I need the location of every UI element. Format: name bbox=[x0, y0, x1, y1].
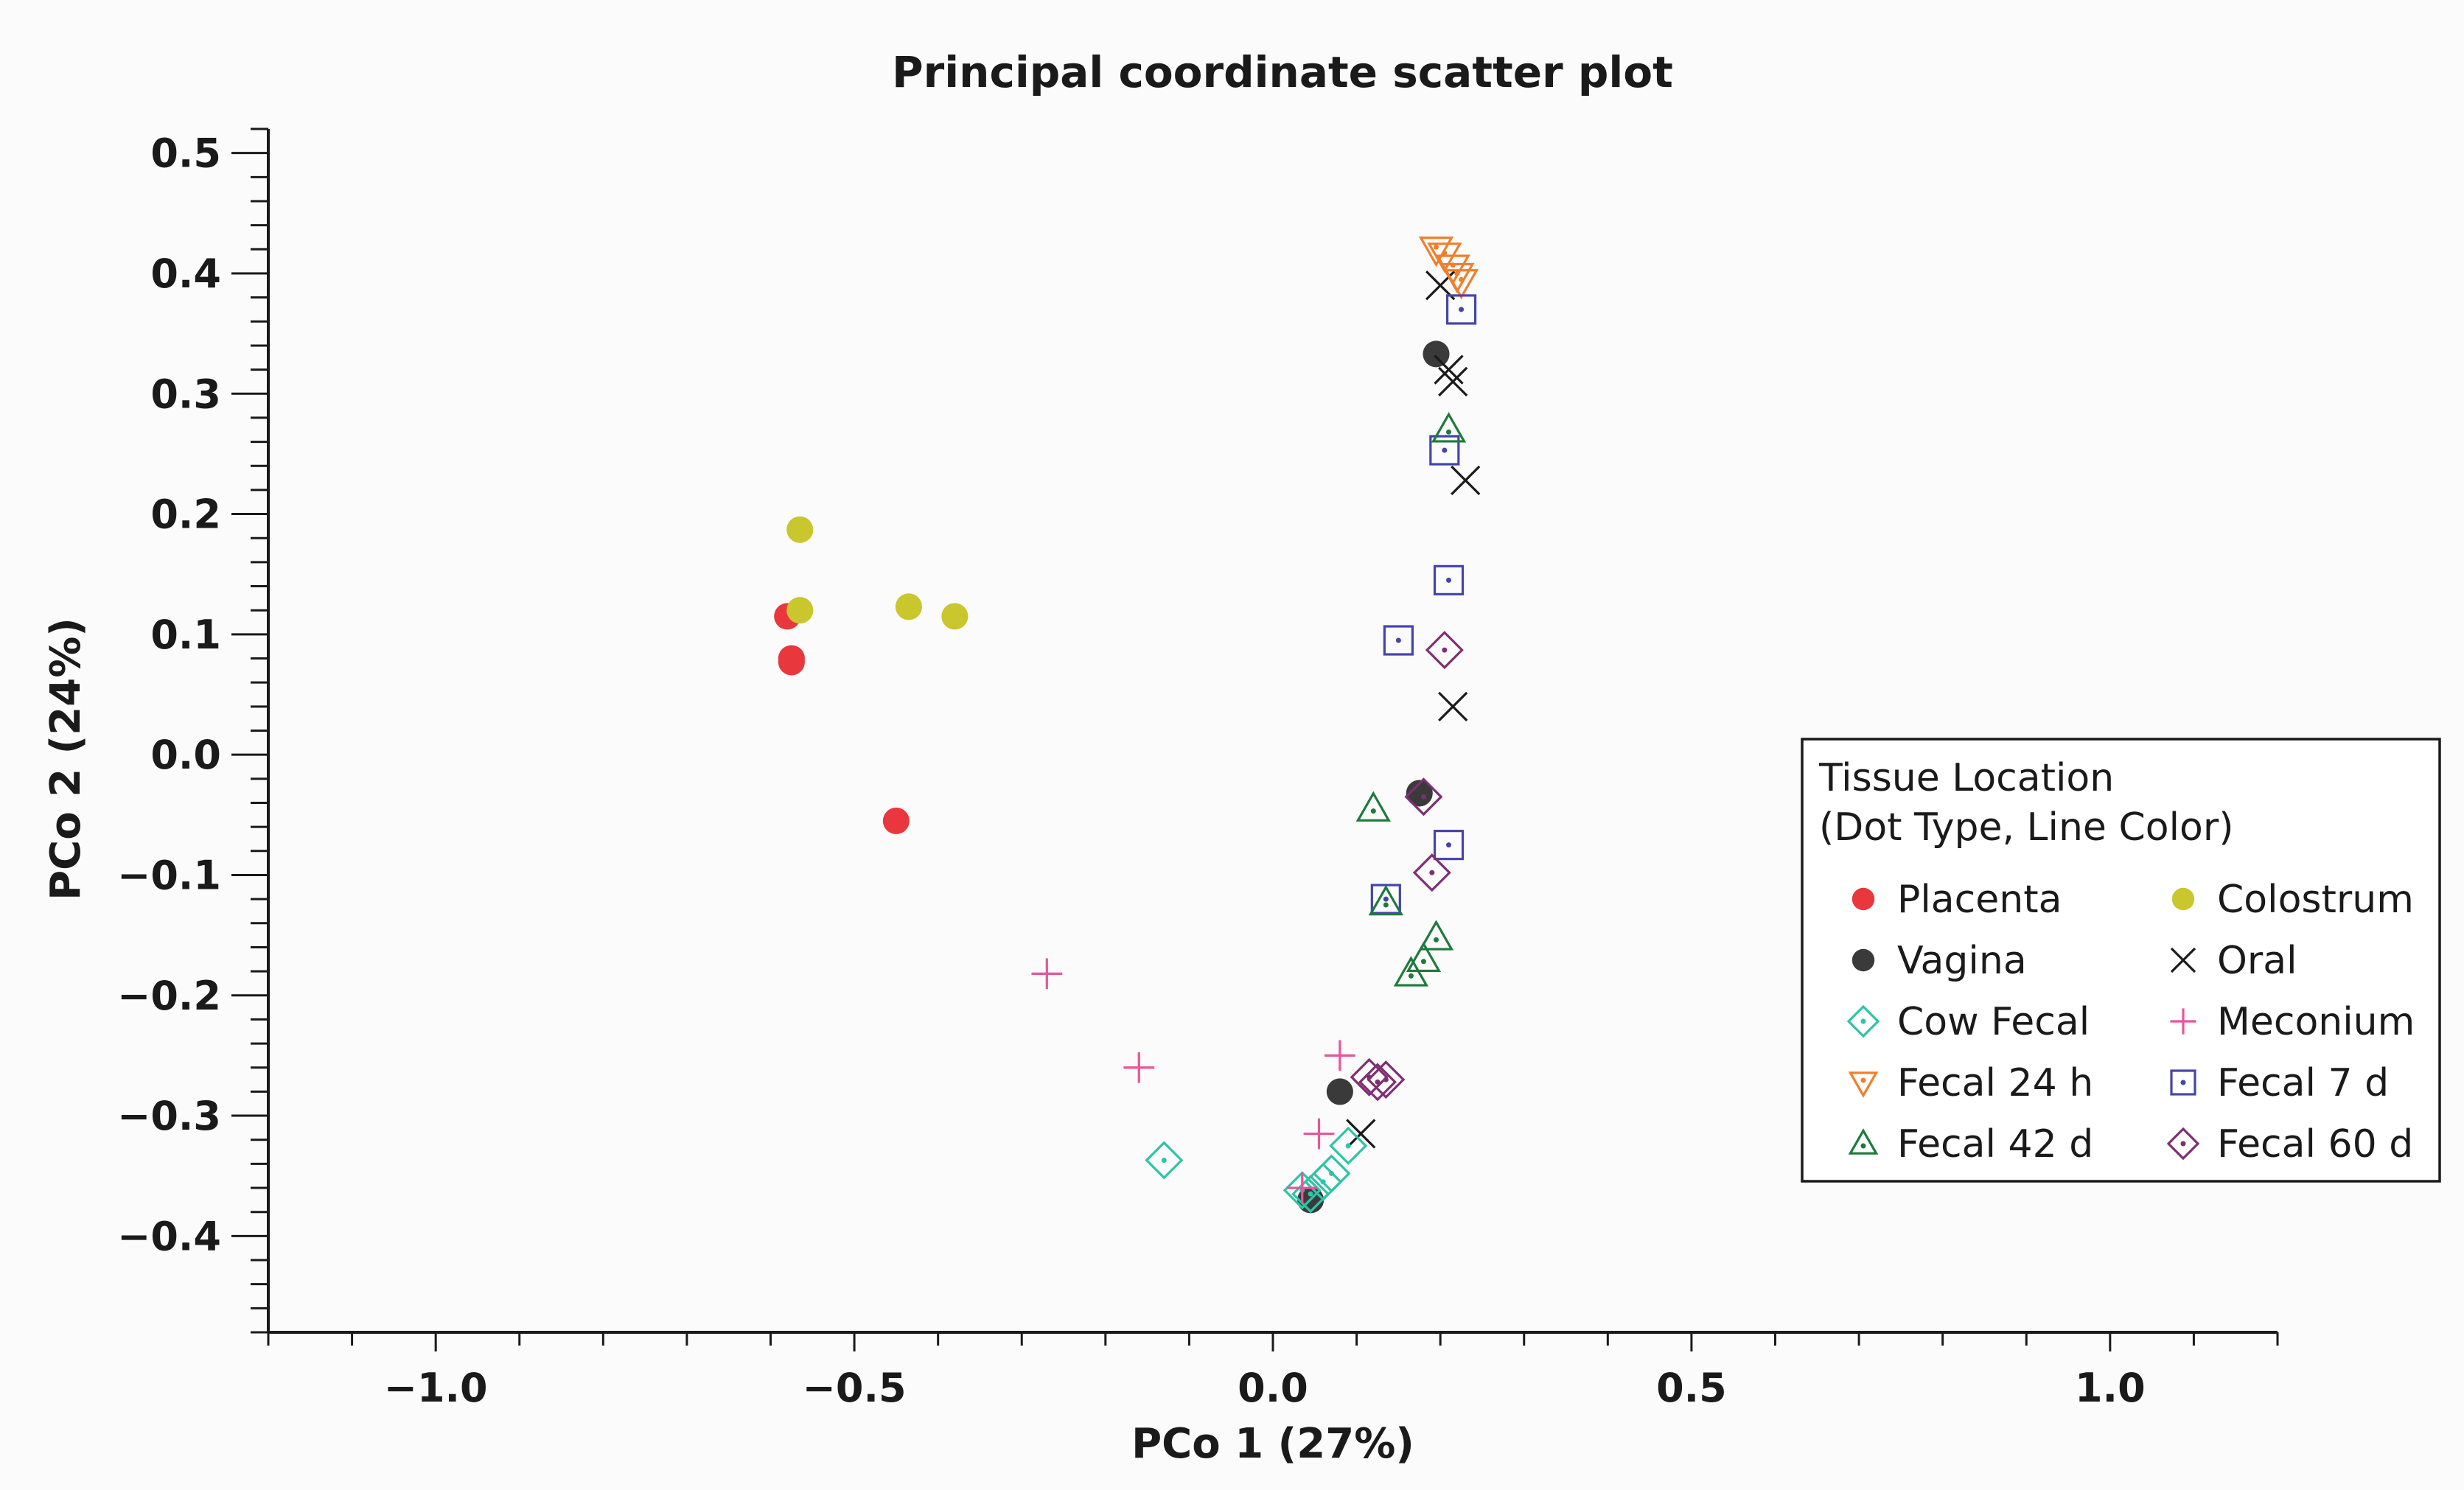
point-vagina bbox=[1326, 1078, 1353, 1105]
legend-marker-cow-fecal bbox=[1846, 1004, 1880, 1038]
y-axis-label: PCo 2 (24%) bbox=[42, 618, 90, 900]
point-colostrum bbox=[895, 593, 922, 620]
point-placenta bbox=[882, 807, 910, 835]
legend-marker-fecal-42-d bbox=[1848, 1128, 1879, 1155]
point-fecal-24-h bbox=[1443, 269, 1479, 300]
x-tick-label: 0.0 bbox=[1238, 1365, 1308, 1411]
legend-marker-fecal-7-d bbox=[2170, 1069, 2196, 1096]
legend-marker-colostrum bbox=[2171, 887, 2195, 911]
y-tick-label: −0.4 bbox=[117, 1213, 221, 1259]
point-fecal-42-d bbox=[1406, 941, 1442, 973]
point-fecal-7-d bbox=[1383, 625, 1414, 656]
y-tick-label: 0.5 bbox=[150, 130, 221, 177]
point-fecal-7-d bbox=[1433, 564, 1465, 595]
legend-label-meconium: Meconium bbox=[2217, 1000, 2415, 1044]
legend-label-placenta: Placenta bbox=[1897, 878, 2062, 922]
point-fecal-42-d bbox=[1431, 412, 1467, 443]
legend-title-line2: (Dot Type, Line Color) bbox=[1819, 805, 2234, 850]
legend-label-fecal-24-h: Fecal 24 h bbox=[1897, 1061, 2093, 1105]
point-oral bbox=[1451, 465, 1481, 495]
point-vagina bbox=[1406, 780, 1433, 807]
point-oral bbox=[1346, 1119, 1376, 1149]
data-points bbox=[774, 237, 1481, 1214]
point-fecal-7-d bbox=[1445, 294, 1477, 325]
point-fecal-42-d bbox=[1368, 884, 1403, 916]
legend-marker-oral bbox=[2170, 947, 2196, 973]
legend-label-oral: Oral bbox=[2217, 939, 2297, 983]
point-meconium bbox=[1123, 1052, 1155, 1083]
legend-label-fecal-42-d: Fecal 42 d bbox=[1897, 1122, 2093, 1167]
point-placenta bbox=[778, 648, 805, 676]
point-oral bbox=[1434, 354, 1464, 385]
y-tick-label: 0.1 bbox=[150, 612, 221, 658]
point-meconium bbox=[1303, 1118, 1335, 1150]
point-fecal-24-h bbox=[1427, 242, 1462, 273]
point-fecal-7-d bbox=[1433, 830, 1465, 861]
x-tick-label: −1.0 bbox=[384, 1365, 488, 1411]
point-fecal-24-h bbox=[1418, 237, 1454, 267]
legend-marker-placenta bbox=[1852, 887, 1875, 911]
point-colostrum bbox=[786, 597, 814, 624]
y-tick-label: 0.3 bbox=[150, 371, 221, 417]
y-tick-label: 0.2 bbox=[150, 492, 221, 538]
legend: Tissue Location (Dot Type, Line Color) P… bbox=[1801, 738, 2441, 1183]
x-tick-label: 0.5 bbox=[1656, 1365, 1727, 1411]
point-fecal-60-d bbox=[1425, 631, 1464, 670]
y-tick-label: 0.0 bbox=[150, 732, 221, 778]
point-fecal-60-d bbox=[1358, 1063, 1397, 1102]
point-vagina bbox=[1423, 340, 1450, 368]
point-cow-fecal bbox=[1312, 1154, 1351, 1193]
axes: −1.0 −0.5 0.0 0.5 1.0 0.5 0.4 0.3 0.2 0.1 0.0 −0.1 −… bbox=[117, 127, 2279, 1411]
legend-marker-fecal-60-d bbox=[2166, 1127, 2200, 1161]
x-axis-label: PCo 1 (27%) bbox=[1131, 1420, 1414, 1468]
point-meconium bbox=[1031, 958, 1063, 990]
legend-label-colostrum: Colostrum bbox=[2217, 878, 2414, 922]
point-fecal-60-d bbox=[1412, 853, 1451, 892]
legend-marker-meconium bbox=[2170, 1008, 2196, 1035]
point-fecal-7-d bbox=[1429, 435, 1460, 466]
point-meconium bbox=[1324, 1040, 1355, 1071]
legend-label-cow-fecal: Cow Fecal bbox=[1897, 1000, 2090, 1044]
point-colostrum bbox=[941, 603, 969, 630]
point-oral bbox=[1438, 691, 1468, 721]
chart-title: Principal coordinate scatter plot bbox=[892, 47, 1673, 97]
point-colostrum bbox=[786, 516, 814, 543]
legend-box bbox=[1801, 738, 2441, 1183]
point-meconium bbox=[1286, 1172, 1318, 1203]
point-cow-fecal bbox=[1329, 1126, 1368, 1165]
legend-marker-fecal-24-h bbox=[1848, 1071, 1879, 1098]
legend-title-line1: Tissue Location bbox=[1818, 756, 2114, 800]
point-oral bbox=[1438, 366, 1468, 397]
point-fecal-42-d bbox=[1418, 920, 1454, 951]
point-fecal-60-d bbox=[1404, 777, 1443, 816]
legend-label-fecal-60-d: Fecal 60 d bbox=[2217, 1122, 2413, 1167]
x-tick-label: 1.0 bbox=[2075, 1365, 2146, 1411]
y-tick-label: −0.3 bbox=[117, 1093, 221, 1139]
point-fecal-60-d bbox=[1367, 1060, 1406, 1099]
legend-label-fecal-7-d: Fecal 7 d bbox=[2217, 1061, 2389, 1105]
y-tick-label: −0.2 bbox=[117, 973, 221, 1019]
legend-label-vagina: Vagina bbox=[1897, 939, 2027, 983]
y-tick-label: 0.4 bbox=[150, 251, 221, 297]
point-fecal-42-d bbox=[1355, 791, 1391, 822]
y-tick-label: −0.1 bbox=[117, 852, 221, 898]
legend-marker-vagina bbox=[1852, 948, 1875, 972]
point-cow-fecal bbox=[1145, 1141, 1184, 1180]
x-tick-label: −0.5 bbox=[803, 1365, 907, 1411]
point-fecal-42-d bbox=[1393, 956, 1429, 987]
